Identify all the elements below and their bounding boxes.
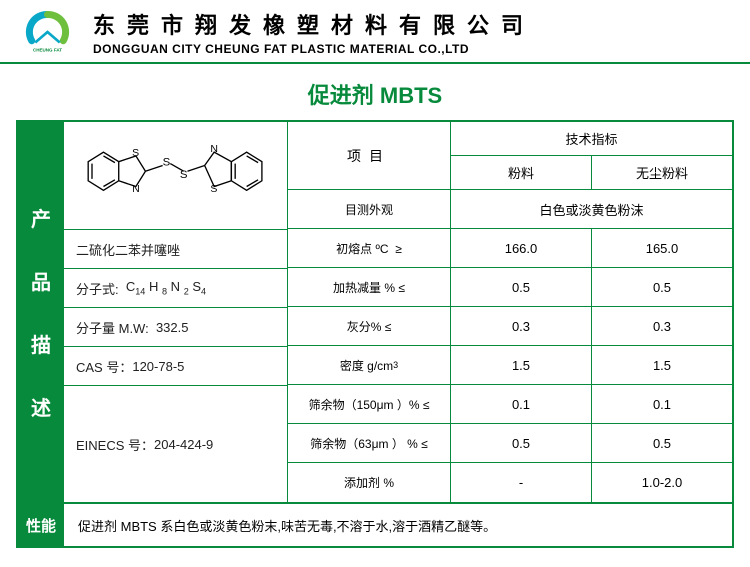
svg-text:N: N: [210, 143, 218, 155]
einecs-row: EINECS 号： 204-424-9: [64, 386, 287, 502]
company-name-en: DONGGUAN CITY CHEUNG FAT PLASTIC MATERIA…: [93, 42, 730, 56]
svg-text:S: S: [162, 156, 170, 168]
page-header: CHEUNG FAT 东莞市翔发橡塑材料有限公司 DONGGUAN CITY C…: [0, 0, 750, 62]
table-row: 加热减量 % ≤ 0.5 0.5: [288, 268, 732, 307]
formula-row: 分子式: C14 H 8 N 2 S4: [64, 269, 287, 308]
company-logo: CHEUNG FAT: [20, 11, 75, 53]
table-row: 密度 g/cm3 1.5 1.5: [288, 346, 732, 385]
th-col-a: 粉料: [451, 156, 592, 189]
th-spec: 技术指标: [451, 122, 732, 156]
page-title: 促进剂 MBTS: [0, 64, 750, 120]
table-row: 添加剂 % - 1.0-2.0: [288, 463, 732, 502]
chem-name: 二硫化二苯并噻唑: [64, 230, 287, 269]
svg-text:S: S: [132, 146, 139, 158]
table-row: 灰分% ≤ 0.3 0.3: [288, 307, 732, 346]
cas-row: CAS 号： 120-78-5: [64, 347, 287, 386]
mw-row: 分子量 M.W: 332.5: [64, 308, 287, 347]
spec-table: 项目 技术指标 粉料 无尘粉料 目测外观 白色或淡黄色粉沫 初熔点 ºC ≥: [288, 122, 732, 502]
performance-text: 促进剂 MBTS 系白色或淡黄色粉末,味苦无毒,不溶于水,溶于酒精乙醚等。: [64, 504, 732, 546]
table-row: 筛余物（150μm ）% ≤ 0.1 0.1: [288, 385, 732, 424]
svg-text:N: N: [132, 183, 140, 195]
svg-text:S: S: [179, 168, 187, 180]
th-col-b: 无尘粉料: [592, 156, 732, 189]
info-column: S N S S N S: [64, 122, 288, 502]
formula-value: C14 H 8 N 2 S4: [126, 279, 206, 297]
svg-text:S: S: [210, 183, 217, 195]
product-grid: 产 品 描 述 S: [16, 120, 734, 504]
performance-label: 性能: [18, 504, 64, 546]
content-area: S N S S N S: [64, 122, 732, 502]
logo-text: CHEUNG FAT: [33, 47, 62, 52]
table-row: 筛余物（63μm ） % ≤ 0.5 0.5: [288, 424, 732, 463]
company-names: 东莞市翔发橡塑材料有限公司 DONGGUAN CITY CHEUNG FAT P…: [93, 8, 730, 56]
sidebar-label: 产 品 描 述: [18, 122, 64, 502]
table-row: 初熔点 ºC ≥ 166.0 165.0: [288, 229, 732, 268]
table-row: 目测外观 白色或淡黄色粉沫: [288, 190, 732, 229]
company-name-cn: 东莞市翔发橡塑材料有限公司: [93, 8, 730, 40]
th-item: 项目: [288, 122, 451, 190]
performance-block: 性能 促进剂 MBTS 系白色或淡黄色粉末,味苦无毒,不溶于水,溶于酒精乙醚等。: [16, 504, 734, 548]
chemical-structure: S N S S N S: [64, 122, 287, 230]
